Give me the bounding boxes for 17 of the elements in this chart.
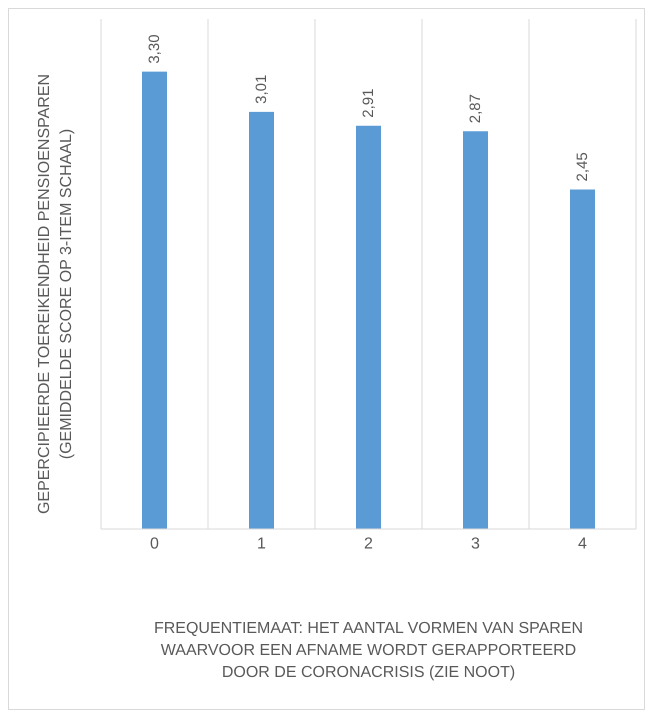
data-label: 3,30 (146, 34, 163, 64)
data-label: 2,87 (467, 94, 484, 124)
data-label: 3,01 (253, 74, 270, 104)
x-tick-label: 4 (578, 535, 588, 552)
bar (356, 126, 381, 529)
x-tick-label: 0 (150, 535, 160, 552)
y-axis-title: GEPERCIPIEERDE TOEREIKENDHEID PENSIOENSPAREN (GEMIDDELDE SCORE OP 3-ITEM SCHAAL) (36, 74, 75, 514)
bar (249, 112, 274, 529)
bar (463, 131, 488, 529)
data-label: 2,91 (360, 88, 377, 118)
x-tick-label: 3 (471, 535, 480, 552)
bar (142, 72, 167, 529)
bar (570, 189, 595, 529)
x-tick-label: 1 (257, 535, 266, 552)
x-axis-title: FREQUENTIEMAAT: HET AANTAL VORMEN VAN SPAREN WAARVOOR EEN AFNAME WORDT GERAPPORTEERD DOOR DE CORONACRISIS (ZIE NOOT) (154, 620, 584, 681)
data-label: 2,45 (574, 152, 591, 182)
x-tick-label: 2 (364, 535, 374, 552)
